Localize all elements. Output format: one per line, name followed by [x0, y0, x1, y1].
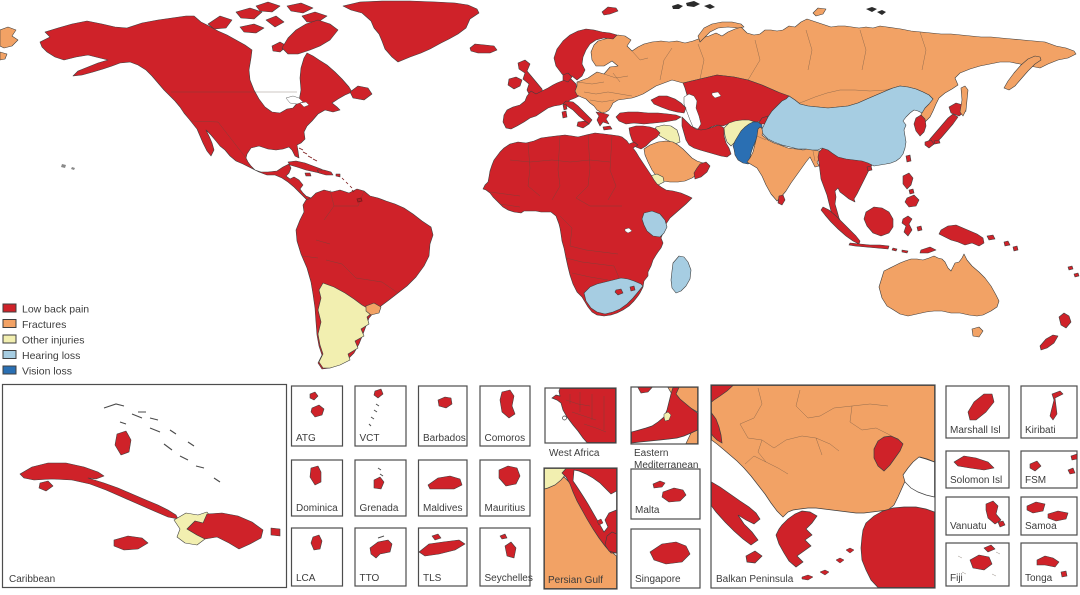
svg-text:Marshall Isl: Marshall Isl — [950, 425, 1001, 436]
svg-text:VCT: VCT — [360, 433, 380, 444]
svg-text:Persian Gulf: Persian Gulf — [548, 575, 603, 586]
svg-text:Malta: Malta — [635, 505, 660, 516]
svg-text:Eastern: Eastern — [634, 448, 668, 459]
svg-text:West Africa: West Africa — [549, 448, 600, 459]
svg-text:Barbados: Barbados — [423, 433, 466, 444]
svg-text:Fiji: Fiji — [950, 573, 963, 584]
svg-text:Tonga: Tonga — [1025, 573, 1053, 584]
svg-text:Low back pain: Low back pain — [22, 304, 89, 316]
svg-text:Caribbean: Caribbean — [9, 574, 55, 585]
svg-text:LCA: LCA — [296, 573, 316, 584]
svg-text:Vanuatu: Vanuatu — [950, 521, 987, 532]
svg-text:Seychelles: Seychelles — [485, 573, 533, 584]
svg-text:Samoa: Samoa — [1025, 521, 1057, 532]
svg-text:ATG: ATG — [296, 433, 316, 444]
svg-text:Singapore: Singapore — [635, 574, 681, 585]
svg-text:Kiribati: Kiribati — [1025, 425, 1056, 436]
svg-text:TLS: TLS — [423, 573, 442, 584]
svg-text:Vision loss: Vision loss — [22, 366, 72, 378]
svg-text:Maldives: Maldives — [423, 503, 462, 514]
svg-text:Fractures: Fractures — [22, 319, 66, 331]
svg-text:TTO: TTO — [360, 573, 380, 584]
svg-text:Dominica: Dominica — [296, 503, 338, 514]
svg-text:Mediterranean: Mediterranean — [634, 460, 698, 471]
svg-text:Solomon Isl: Solomon Isl — [950, 475, 1002, 486]
svg-text:Comoros: Comoros — [485, 433, 526, 444]
svg-text:Hearing loss: Hearing loss — [22, 350, 80, 362]
svg-text:Balkan Peninsula: Balkan Peninsula — [716, 574, 794, 585]
svg-text:FSM: FSM — [1025, 475, 1046, 486]
svg-text:Other injuries: Other injuries — [22, 335, 84, 347]
svg-text:Mauritius: Mauritius — [485, 503, 526, 514]
svg-text:Grenada: Grenada — [360, 503, 399, 514]
